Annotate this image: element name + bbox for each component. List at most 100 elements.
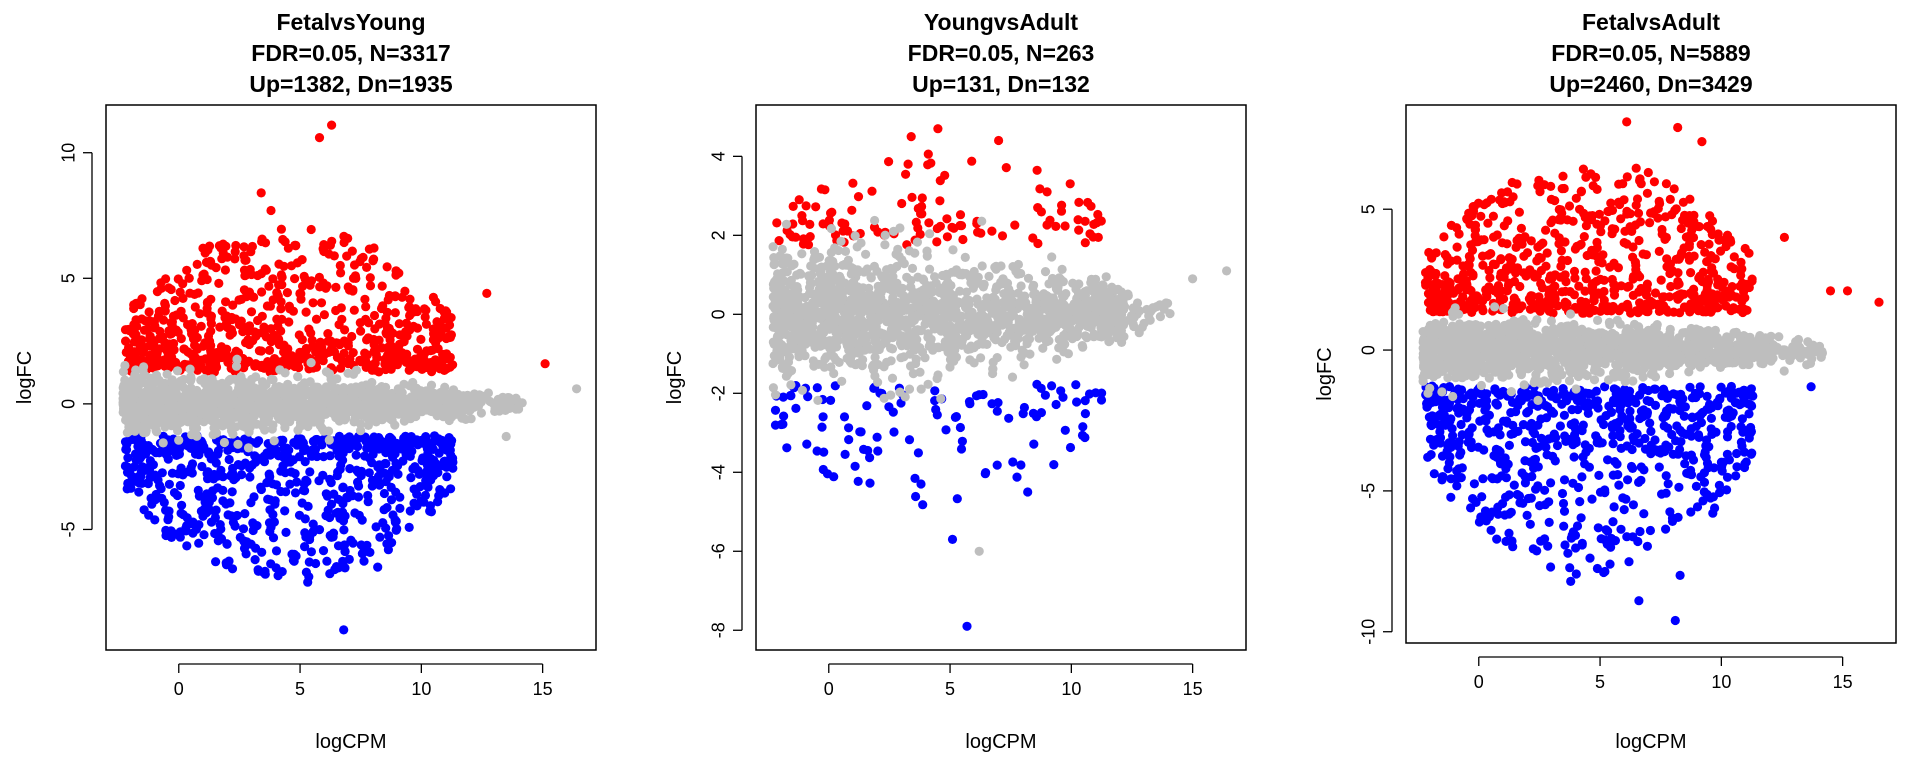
data-point bbox=[290, 361, 300, 372]
data-point bbox=[949, 356, 959, 366]
data-point bbox=[301, 307, 311, 317]
data-point bbox=[988, 364, 998, 374]
data-point bbox=[854, 339, 864, 349]
data-point bbox=[1007, 323, 1018, 333]
data-point bbox=[829, 472, 839, 482]
data-point bbox=[826, 224, 837, 234]
data-point bbox=[362, 443, 372, 453]
data-point bbox=[154, 306, 164, 316]
data-point bbox=[398, 438, 408, 448]
data-point bbox=[1661, 179, 1671, 189]
data-point bbox=[326, 499, 337, 509]
data-point bbox=[918, 500, 928, 510]
data-point bbox=[311, 558, 321, 569]
data-point bbox=[1046, 293, 1056, 303]
data-point bbox=[308, 519, 318, 529]
data-point bbox=[1100, 308, 1110, 318]
data-point bbox=[320, 398, 330, 408]
data-point bbox=[930, 272, 940, 282]
data-point bbox=[823, 318, 834, 328]
data-point bbox=[130, 370, 140, 380]
data-point bbox=[913, 448, 924, 458]
data-point bbox=[364, 468, 374, 478]
data-point bbox=[307, 451, 317, 461]
data-point bbox=[391, 266, 401, 276]
data-point bbox=[164, 479, 174, 489]
data-point bbox=[978, 389, 988, 400]
data-point bbox=[266, 205, 276, 216]
data-point bbox=[421, 319, 431, 329]
data-point bbox=[224, 352, 234, 362]
data-point bbox=[970, 279, 981, 289]
data-point bbox=[1114, 294, 1124, 304]
data-point bbox=[872, 327, 882, 338]
data-point bbox=[405, 506, 415, 516]
data-point bbox=[840, 278, 850, 288]
data-point bbox=[811, 313, 821, 323]
data-point bbox=[382, 262, 392, 272]
data-point bbox=[1666, 281, 1676, 292]
data-point bbox=[873, 446, 883, 456]
data-point bbox=[195, 309, 205, 319]
data-point bbox=[441, 323, 451, 333]
data-point bbox=[202, 298, 213, 309]
data-point bbox=[127, 350, 137, 360]
data-point bbox=[121, 444, 131, 454]
data-point bbox=[1155, 312, 1165, 322]
data-point bbox=[246, 307, 257, 317]
data-point bbox=[838, 226, 848, 236]
data-point bbox=[1023, 487, 1033, 497]
data-point bbox=[1073, 215, 1083, 225]
data-point bbox=[868, 360, 879, 370]
data-point bbox=[129, 434, 139, 444]
data-point bbox=[1031, 412, 1042, 422]
data-point bbox=[814, 252, 825, 262]
data-point bbox=[338, 483, 348, 493]
data-point bbox=[1074, 225, 1084, 235]
data-point bbox=[323, 329, 333, 339]
data-point bbox=[915, 229, 925, 239]
data-point bbox=[787, 331, 797, 341]
data-point bbox=[862, 401, 872, 411]
data-point bbox=[1056, 386, 1066, 396]
data-point bbox=[318, 546, 329, 556]
data-point bbox=[1580, 267, 1590, 277]
data-point bbox=[230, 254, 240, 264]
chart-title-line-3: Up=1382, Dn=1935 bbox=[249, 71, 453, 97]
data-point bbox=[1039, 289, 1049, 299]
data-point bbox=[795, 268, 805, 278]
data-point bbox=[360, 294, 370, 304]
data-point bbox=[300, 486, 310, 496]
data-point bbox=[892, 249, 902, 259]
data-point bbox=[272, 288, 282, 298]
data-point bbox=[275, 357, 285, 367]
data-point bbox=[356, 326, 366, 336]
data-point bbox=[206, 348, 216, 358]
data-point bbox=[841, 335, 851, 345]
data-point bbox=[231, 314, 241, 324]
data-point bbox=[278, 452, 289, 462]
data-point bbox=[1028, 233, 1038, 243]
data-point bbox=[439, 456, 449, 466]
x-tick-label: 0 bbox=[174, 679, 184, 699]
data-point bbox=[947, 296, 958, 306]
data-point bbox=[1020, 291, 1030, 301]
data-point bbox=[832, 325, 842, 335]
data-point bbox=[240, 508, 250, 519]
data-point bbox=[776, 312, 786, 323]
data-point bbox=[1497, 238, 1507, 248]
data-point bbox=[182, 265, 192, 275]
data-point bbox=[405, 294, 415, 304]
data-point bbox=[930, 386, 940, 396]
data-point bbox=[872, 266, 882, 276]
data-point bbox=[1047, 252, 1057, 262]
data-point bbox=[865, 453, 875, 463]
data-point bbox=[921, 304, 931, 314]
data-point bbox=[349, 305, 359, 315]
data-point bbox=[122, 484, 132, 494]
data-point bbox=[204, 449, 214, 459]
data-point bbox=[1486, 194, 1496, 204]
data-point bbox=[209, 400, 219, 410]
data-point bbox=[339, 540, 350, 550]
